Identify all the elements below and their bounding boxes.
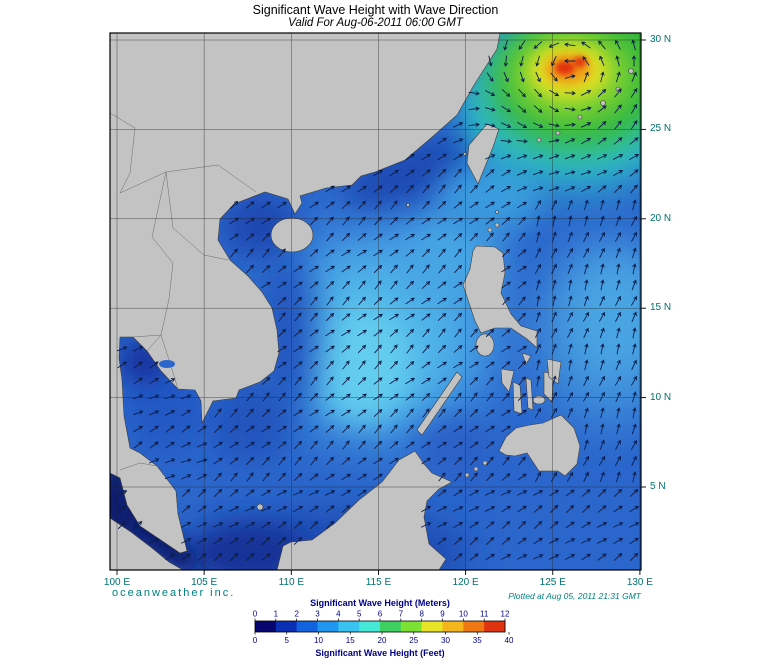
map-frame: [109, 32, 642, 571]
landmass-ryukyu-3: [577, 114, 583, 120]
landmass-bohol: [532, 395, 546, 405]
landmass-sulu-3: [464, 472, 470, 478]
lon-label: 105 E: [191, 577, 218, 588]
svg-text:0: 0: [253, 636, 258, 645]
lat-label: 5 N: [650, 481, 666, 492]
lon-label: 115 E: [365, 577, 392, 588]
legend-feet-title: Significant Wave Height (Feet): [315, 648, 445, 658]
svg-text:25: 25: [409, 636, 418, 645]
landmass-sulu-2: [473, 466, 479, 472]
svg-text:8: 8: [419, 610, 424, 619]
lat-label: 10 N: [650, 391, 672, 403]
landmass-dongsha: [406, 203, 410, 207]
landmass-ryukyu-2: [555, 130, 561, 136]
landmass-sulu-1: [482, 460, 488, 466]
svg-text:12: 12: [501, 610, 510, 619]
landmass-batanes: [495, 210, 499, 214]
landmass-asia-mainland: [110, 33, 501, 554]
landmass-okinawa: [600, 100, 606, 106]
svg-text:30: 30: [441, 636, 450, 645]
landmass-panay: [500, 368, 515, 393]
legend-meters-title: Significant Wave Height (Meters): [310, 598, 450, 608]
svg-text:7: 7: [399, 610, 404, 619]
plot-title: Significant Wave Height with Wave Direct…: [252, 3, 499, 17]
landmass-natuna: [256, 503, 264, 511]
landmass-amami: [628, 68, 634, 74]
lon-label: 110 E: [278, 577, 304, 588]
svg-text:10: 10: [459, 610, 468, 619]
svg-text:9: 9: [440, 610, 445, 619]
wave-direction-map: [109, 32, 646, 575]
svg-text:35: 35: [473, 636, 482, 645]
lon-label: 100 E: [103, 577, 131, 588]
landmass-taiwan: [466, 123, 500, 185]
lat-label: 30 N: [650, 34, 672, 45]
landmass-mindoro: [475, 333, 495, 357]
svg-text:15: 15: [346, 636, 355, 645]
landmass-mindanao: [498, 414, 581, 477]
landmass-babuyan-1: [487, 227, 493, 233]
lat-label: 25 N: [650, 123, 672, 135]
landmass-negros: [512, 381, 523, 415]
landmass-penghu: [463, 152, 467, 156]
svg-text:6: 6: [378, 610, 383, 619]
svg-text:40: 40: [505, 636, 514, 645]
svg-text:5: 5: [357, 610, 362, 619]
axis-ticks: [116, 39, 646, 575]
svg-text:1: 1: [274, 610, 279, 619]
landmass-babuyan-2: [494, 222, 500, 228]
oceanweather-logo: oceanweather inc.: [112, 587, 236, 599]
landmass-masbate: [521, 352, 532, 365]
svg-text:5: 5: [285, 636, 290, 645]
lat-label: 15 N: [650, 302, 672, 314]
landmass-borneo: [276, 450, 453, 570]
wave-direction-arrows: [116, 39, 640, 561]
landmass-ryukyu-1: [536, 137, 542, 143]
lon-label: 130 E: [626, 577, 653, 588]
legend-colorbar: 0 1 2 3 4 5 6 7 8 9 10 11 120 5 10 15 20 25 30 35 40: [253, 610, 514, 646]
svg-text:0: 0: [253, 610, 258, 619]
plotted-timestamp: Plotted at Aug 05, 2011 21:31 GMT: [508, 591, 641, 601]
lon-label: 120 E: [452, 577, 479, 588]
svg-text:11: 11: [480, 610, 489, 619]
landmass-samar: [546, 358, 562, 385]
svg-text:2: 2: [294, 610, 299, 619]
graticule-layer: [110, 33, 641, 570]
lat-label: 20 N: [650, 212, 672, 224]
lon-label: 125 E: [539, 577, 566, 588]
landmass-cebu: [525, 377, 534, 411]
svg-text:20: 20: [378, 636, 387, 645]
svg-text:4: 4: [336, 610, 341, 619]
plot-valid-time: Valid For Aug-06-2011 06:00 GMT: [288, 17, 463, 29]
land-layer: [110, 33, 634, 570]
svg-text:3: 3: [315, 610, 320, 619]
svg-text:10: 10: [314, 636, 323, 645]
lake-tonle-sap: [159, 360, 175, 368]
landmass-hainan: [270, 217, 314, 253]
landmass-palawan: [416, 371, 463, 436]
landmass-sumatra: [110, 517, 184, 570]
